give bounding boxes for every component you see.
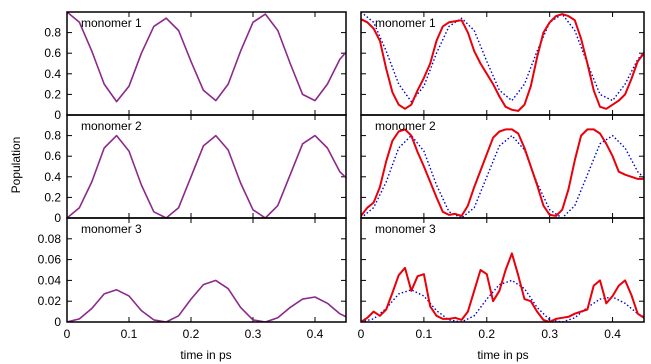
series-line-red — [361, 128, 644, 217]
y-axis-label: Population — [9, 137, 23, 194]
y-tick-label: 0.02 — [38, 294, 62, 308]
y-tick-label: 0.6 — [44, 149, 61, 163]
y-tick-label: 0 — [54, 108, 61, 122]
series-line-blue — [361, 279, 644, 322]
panels-group: 0 0.2 0.4 0.6 0.8 monomer 1 0 0.2 0.4 0.6 0.8 monom… — [38, 11, 645, 341]
panel-annotation: monomer 3 — [81, 222, 142, 236]
series-line-purple — [67, 12, 346, 103]
panel-annotation: monomer 3 — [375, 222, 436, 236]
x-tick-label: 0.1 — [416, 327, 433, 341]
y-tick-label: 0.4 — [44, 67, 61, 81]
x-tick-label: 0.4 — [604, 327, 621, 341]
series-group — [361, 12, 644, 112]
x-tick-label: 0.3 — [541, 327, 558, 341]
y-tick-label: 0.06 — [38, 253, 62, 267]
series-group — [67, 279, 346, 322]
x-tick-label: 0.2 — [183, 327, 200, 341]
y-tick-label: 0.8 — [44, 129, 61, 143]
y-tick-label: 0.6 — [44, 46, 61, 60]
series-line-purple — [67, 279, 346, 322]
panel-annotation: monomer 1 — [375, 16, 436, 30]
panel-annotation: monomer 2 — [81, 119, 142, 133]
series-group — [361, 128, 644, 218]
panel-right-3: 0 0.1 0.2 0.3 0.4 monomer 3 — [358, 217, 645, 341]
x-axis-label-right: time in ps — [477, 348, 528, 362]
x-tick-label: 0.4 — [307, 327, 324, 341]
series-line-red — [361, 252, 644, 322]
panel-left-2: 0 0.2 0.4 0.6 0.8 monomer 2 — [44, 114, 347, 225]
series-line-red — [361, 13, 644, 112]
series-group — [67, 134, 346, 218]
y-tick-label: 0.8 — [44, 26, 61, 40]
y-tick-label: 0.04 — [38, 273, 62, 287]
y-tick-label: 0.2 — [44, 87, 61, 101]
panel-frame — [360, 217, 645, 323]
y-tick-label: 0.2 — [44, 190, 61, 204]
x-tick-label: 0 — [64, 327, 71, 341]
x-axis-label-left: time in ps — [180, 348, 231, 362]
y-tick-label: 0 — [54, 315, 61, 329]
x-tick-label: 0.2 — [478, 327, 495, 341]
y-tick-label: 0.4 — [44, 170, 61, 184]
y-tick-label: 0 — [54, 211, 61, 225]
panel-annotation: monomer 1 — [81, 16, 142, 30]
panel-left-1: 0 0.2 0.4 0.6 0.8 monomer 1 — [44, 11, 347, 122]
panel-frame — [66, 217, 347, 323]
series-line-purple — [67, 134, 346, 218]
panel-left-3: 0 0.02 0.04 0.06 0.08 0 0.1 0.2 0.3 0.4 monomer 3 — [38, 217, 347, 341]
series-line-blue — [361, 134, 644, 218]
series-group — [67, 12, 346, 103]
series-group — [361, 252, 644, 322]
panel-right-2: monomer 2 — [360, 114, 645, 219]
x-tick-label: 0.3 — [245, 327, 262, 341]
y-tick-label: 0.08 — [38, 232, 62, 246]
panel-right-1: monomer 1 — [360, 11, 645, 116]
x-tick-label: 0 — [358, 327, 365, 341]
x-tick-label: 0.1 — [121, 327, 138, 341]
panel-annotation: monomer 2 — [375, 119, 436, 133]
series-line-blue — [361, 12, 644, 103]
